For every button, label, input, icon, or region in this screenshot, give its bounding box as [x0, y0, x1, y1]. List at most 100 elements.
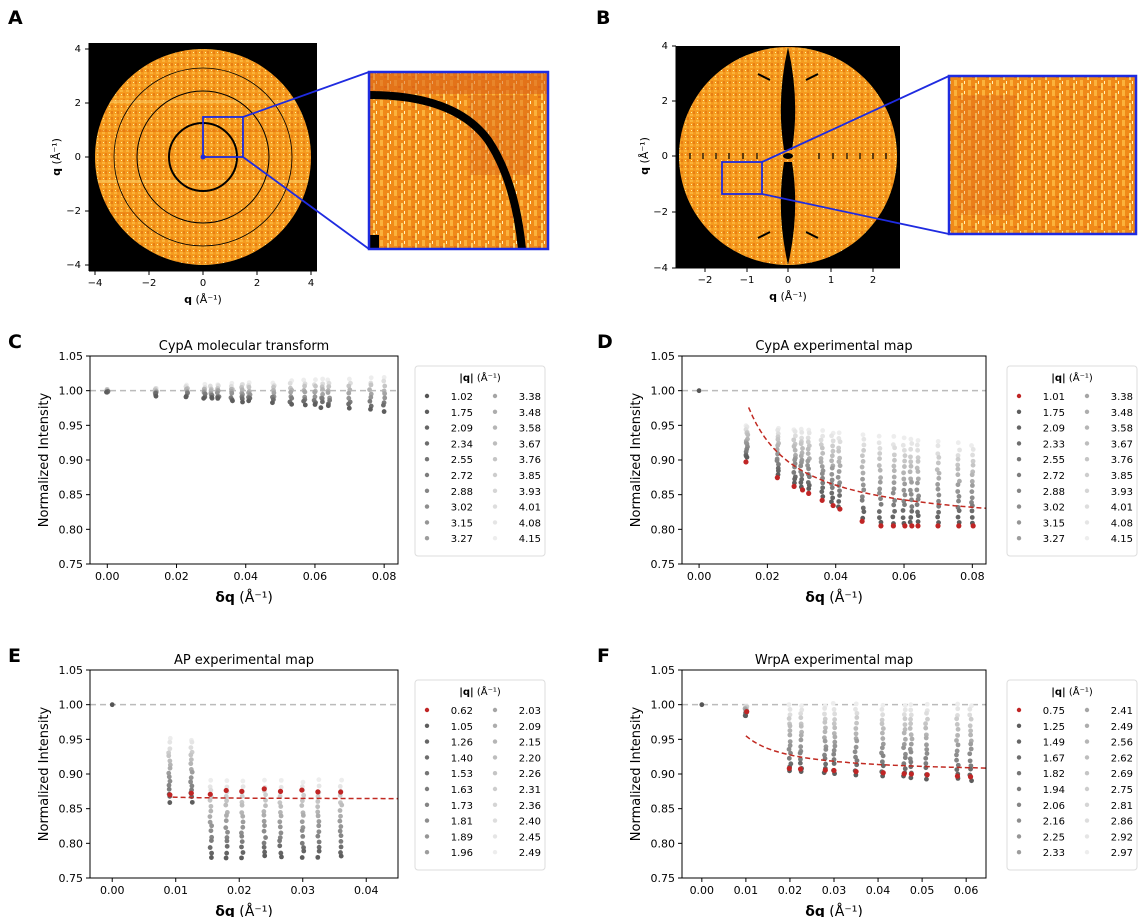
panel-d-y-tick-label: 0.75	[651, 558, 676, 571]
panel-d-chart: 0.00 0.02 0.04 0.06 0.08 0.75 0.80 0.85 0.90 0.95…	[629, 339, 1138, 606]
panel-c-point	[302, 383, 307, 389]
panel-d-point	[909, 479, 914, 485]
panel-d-point	[877, 486, 883, 492]
panel-d-highlight-point	[859, 518, 865, 524]
panel-a-x-tick: 0	[200, 278, 206, 289]
panel-c-point	[325, 390, 331, 395]
panel-f-point	[822, 729, 828, 735]
panel-d-point	[969, 479, 975, 484]
panel-e-point	[300, 779, 306, 785]
panel-e-point	[167, 758, 173, 764]
panel-d-point	[970, 452, 975, 458]
panel-e-point	[240, 819, 246, 825]
panel-d-point	[901, 435, 907, 441]
panel-c-point	[270, 400, 275, 406]
panel-f-legend-marker	[1016, 786, 1022, 792]
panel-d-highlight-point	[878, 523, 884, 529]
panel-d-point	[805, 439, 811, 445]
panel-e-point	[277, 824, 283, 830]
panel-e-point	[209, 838, 214, 843]
panel-e-point	[301, 845, 306, 851]
panel-f-point	[924, 776, 929, 782]
panel-f-point	[854, 720, 859, 726]
panel-d-point	[969, 489, 975, 495]
panel-f-point	[924, 751, 930, 756]
panel-e-point	[278, 830, 284, 836]
panel-d-point	[878, 496, 883, 502]
panel-d-point	[902, 492, 908, 498]
panel-f-legend-label: 2.97	[1111, 848, 1133, 859]
panel-f-x-tick-label: 0.00	[690, 884, 715, 897]
panel-f-point	[954, 748, 960, 754]
panel-f-point	[923, 761, 929, 766]
panel-d-highlight-point	[915, 523, 921, 529]
panel-d-point	[860, 458, 866, 464]
panel-d-point	[900, 442, 906, 448]
panel-d-point	[901, 470, 906, 476]
panel-a-zoom-inset-frame	[367, 70, 550, 251]
panel-f-x-tick-label: 0.05	[910, 884, 935, 897]
panel-e-highlight-point	[261, 786, 267, 792]
panel-f-point	[797, 750, 803, 756]
panel-d-point	[878, 519, 884, 525]
panel-a-x-tick: 2	[254, 278, 260, 289]
panel-c-y-tick-label: 0.95	[59, 419, 84, 432]
panel-d-point	[829, 471, 835, 477]
panel-e-y-tick-label: 0.90	[59, 768, 84, 781]
panel-f-highlight-point	[924, 772, 930, 778]
panel-d-point	[792, 447, 798, 453]
panel-d-point	[860, 453, 865, 459]
panel-d-point	[877, 515, 882, 521]
panel-d-point	[829, 490, 835, 496]
panel-c-legend-label: 3.02	[451, 503, 473, 514]
panel-d-point	[891, 474, 897, 480]
panel-f-x-tick-label: 0.03	[822, 884, 847, 897]
panel-d-legend-label: 2.33	[1043, 439, 1065, 450]
panel-e-legend-title: |q| (Å⁻¹)	[459, 685, 501, 698]
panel-d-point	[792, 433, 798, 439]
panel-f-chart: 0.00 0.01 0.02 0.03 0.04 0.05 0.06 0.75 0.80 0.85…	[629, 653, 1138, 917]
panel-f-point	[908, 732, 914, 738]
panel-e-point	[209, 823, 215, 829]
panel-e-point	[262, 777, 267, 783]
panel-c-point	[214, 390, 220, 396]
panel-e-legend-label: 1.89	[451, 832, 473, 843]
panel-d-point	[776, 461, 781, 467]
panel-e-point	[316, 783, 322, 789]
panel-d-point	[969, 483, 975, 488]
panel-e-point	[316, 839, 322, 845]
panel-d-point	[818, 437, 824, 443]
panel-d-legend-marker	[1016, 393, 1022, 399]
panel-e-point	[167, 735, 173, 741]
panel-d-point	[908, 463, 914, 469]
panel-a-x-label: q (Å⁻¹)	[184, 293, 222, 306]
panel-f-point	[798, 737, 804, 743]
panel-f-legend-marker	[1016, 818, 1022, 823]
panel-d-legend-title-unit: (Å⁻¹)	[1066, 371, 1093, 384]
panel-e-highlight-point	[223, 787, 229, 794]
panel-f-point	[879, 717, 885, 723]
panel-d-point	[876, 440, 882, 446]
panel-d-fit-curve	[747, 407, 987, 510]
panel-f-point	[908, 716, 913, 722]
panel-d-x-tick-label: 0.08	[960, 570, 985, 583]
panel-c-point	[230, 398, 235, 404]
panel-f-point	[967, 706, 973, 712]
panel-e-point	[166, 782, 172, 788]
panel-e-point	[315, 813, 321, 819]
panel-a-y-label: q (Å⁻¹)	[50, 138, 63, 176]
panel-c-point	[313, 377, 318, 383]
panel-c-point	[320, 387, 325, 392]
panel-e-point	[166, 753, 172, 759]
panel-f-point	[955, 762, 961, 768]
panel-e-point	[239, 839, 245, 844]
panel-d-point	[805, 446, 811, 452]
panel-e-point	[277, 800, 283, 806]
panel-f-point	[902, 716, 908, 722]
panel-d-point	[891, 452, 897, 458]
panel-d-point	[890, 514, 896, 520]
panel-e-point	[315, 854, 321, 860]
panel-f-point	[967, 751, 973, 757]
panel-d-legend-marker	[1084, 520, 1090, 525]
panel-c-y-tick-label: 0.75	[59, 558, 84, 571]
